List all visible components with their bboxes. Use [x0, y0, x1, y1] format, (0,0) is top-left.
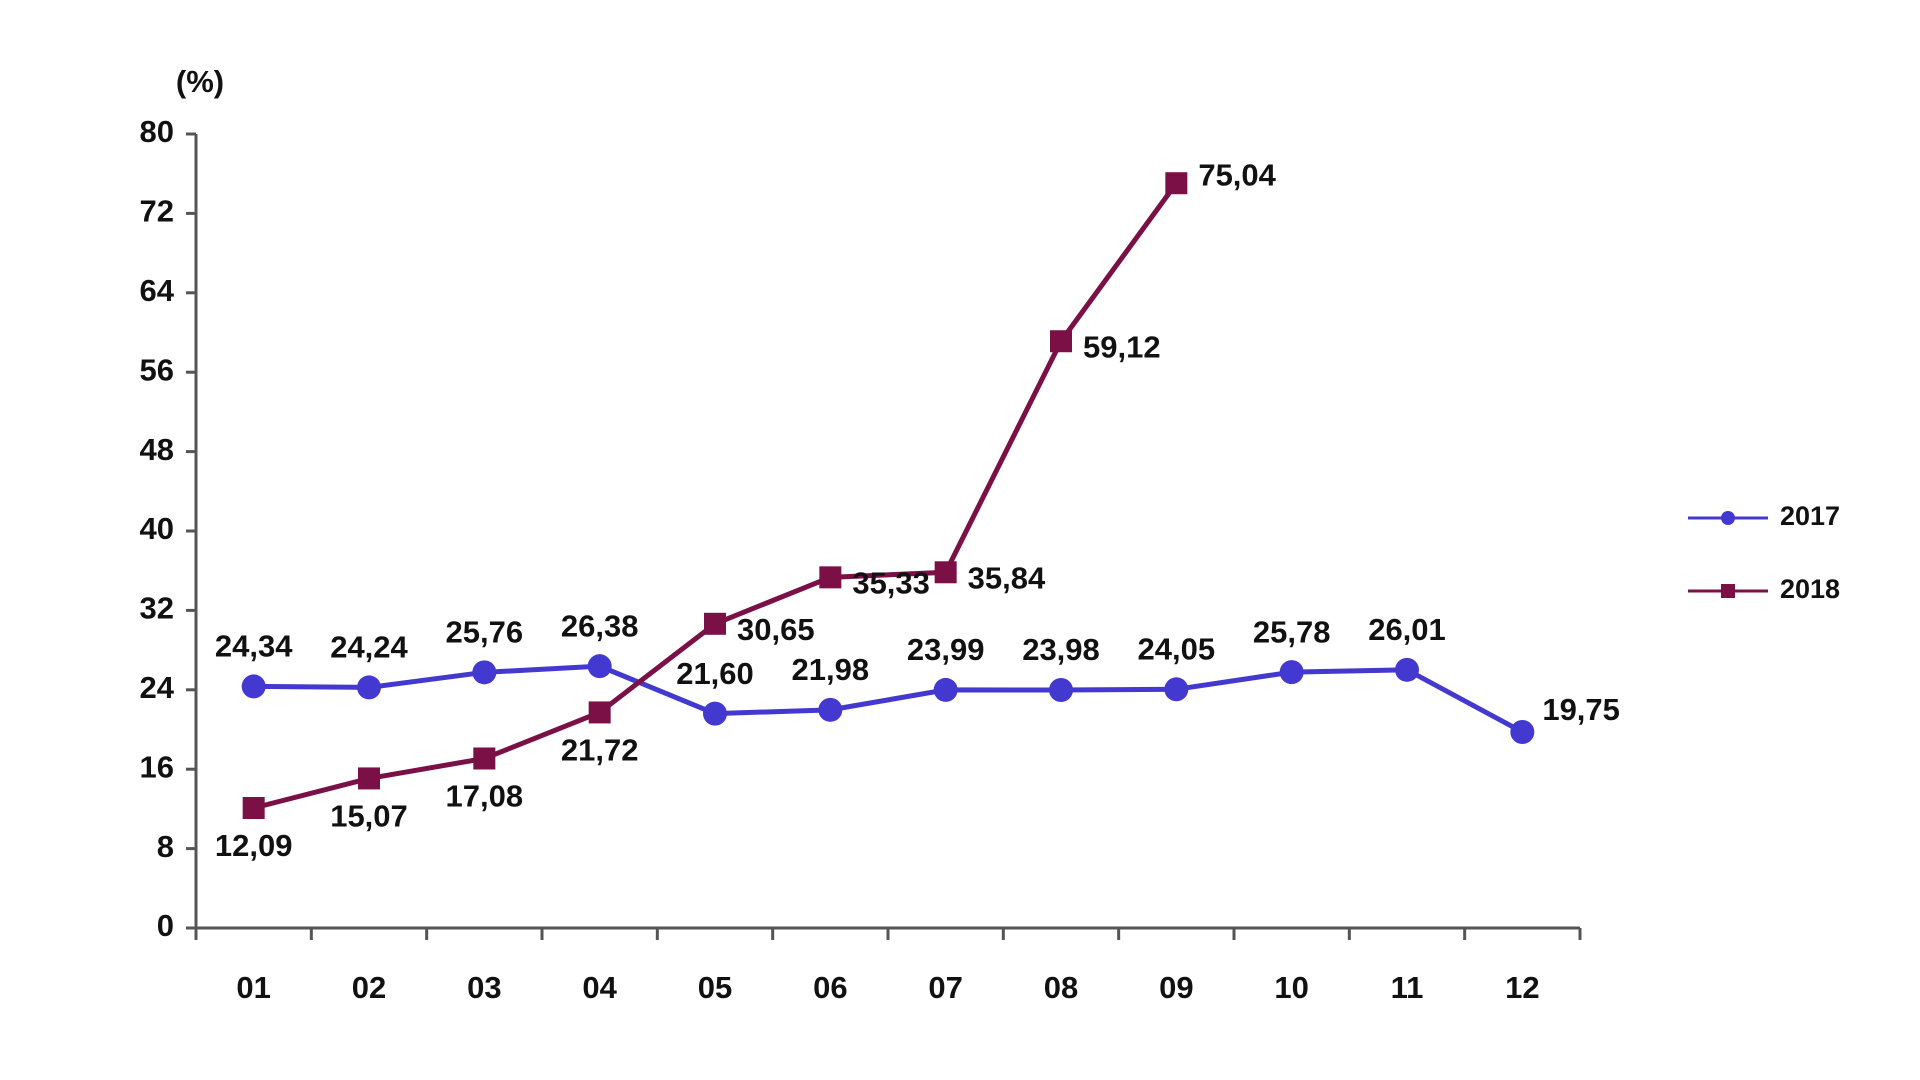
y-tick-label: 80 — [140, 114, 174, 149]
y-tick-label: 32 — [140, 591, 174, 626]
y-tick-label: 40 — [140, 511, 174, 546]
data-label: 35,84 — [968, 560, 1046, 595]
data-point — [357, 675, 381, 700]
x-tick-label: 09 — [1159, 970, 1193, 1005]
x-tick-label: 11 — [1391, 970, 1424, 1005]
data-point — [588, 701, 611, 724]
data-point — [933, 677, 958, 702]
data-point — [242, 797, 265, 820]
legend-marker — [1721, 511, 1735, 525]
data-point — [358, 767, 380, 790]
data-label: 26,38 — [561, 608, 639, 643]
data-point — [473, 747, 496, 770]
y-tick-label: 24 — [140, 670, 175, 705]
data-label: 12,09 — [215, 828, 293, 863]
data-point — [704, 612, 726, 635]
y-tick-label: 16 — [140, 749, 174, 784]
x-tick-label: 10 — [1274, 970, 1308, 1005]
data-label: 25,78 — [1253, 614, 1331, 649]
x-tick-label: 07 — [928, 970, 962, 1005]
x-tick-label: 01 — [236, 970, 270, 1005]
data-point — [241, 674, 266, 699]
data-label: 15,07 — [330, 799, 408, 834]
y-tick-label: 8 — [157, 829, 174, 864]
data-point — [472, 660, 497, 685]
x-tick-label: 08 — [1044, 970, 1078, 1005]
y-tick-label: 56 — [140, 352, 174, 387]
x-tick-label: 12 — [1505, 970, 1539, 1005]
data-point — [1510, 719, 1535, 744]
data-label: 59,12 — [1083, 329, 1161, 364]
data-label: 24,24 — [330, 630, 408, 665]
data-label: 19,75 — [1542, 692, 1620, 727]
x-tick-label: 05 — [698, 970, 732, 1005]
data-label: 23,98 — [1022, 632, 1100, 667]
legend-marker — [1721, 584, 1735, 598]
data-label: 26,01 — [1368, 612, 1446, 647]
y-tick-label: 72 — [140, 194, 174, 229]
x-tick-label: 06 — [813, 970, 847, 1005]
y-tick-label: 64 — [140, 273, 175, 308]
data-point — [818, 697, 843, 722]
data-label: 24,34 — [215, 629, 293, 664]
y-tick-label: 48 — [140, 432, 174, 467]
data-point — [1395, 657, 1419, 682]
x-tick-label: 02 — [352, 970, 386, 1005]
x-tick-label: 03 — [467, 970, 501, 1005]
data-label: 21,72 — [561, 733, 639, 768]
data-label: 23,99 — [907, 632, 985, 667]
data-point — [587, 654, 612, 679]
data-label: 25,76 — [446, 615, 524, 650]
data-point — [1165, 172, 1188, 195]
legend-label: 2018 — [1780, 574, 1840, 604]
data-point — [703, 701, 727, 726]
data-point — [1164, 677, 1189, 702]
data-point — [1050, 330, 1072, 353]
data-point — [1049, 677, 1073, 702]
data-point — [819, 566, 842, 589]
legend-label: 2017 — [1780, 501, 1840, 531]
y-axis-label: (%) — [176, 64, 224, 99]
series-line — [253, 663, 1524, 735]
data-label: 35,33 — [852, 566, 930, 601]
data-label: 21,60 — [676, 656, 754, 691]
data-label: 30,65 — [737, 612, 815, 647]
data-label: 17,08 — [446, 779, 524, 814]
data-label: 75,04 — [1198, 157, 1276, 192]
y-tick-label: 0 — [157, 908, 174, 943]
data-label: 21,98 — [792, 652, 870, 687]
x-tick-label: 04 — [582, 970, 617, 1005]
data-label: 24,05 — [1138, 631, 1216, 666]
data-point — [1279, 660, 1304, 685]
data-point — [934, 561, 957, 584]
